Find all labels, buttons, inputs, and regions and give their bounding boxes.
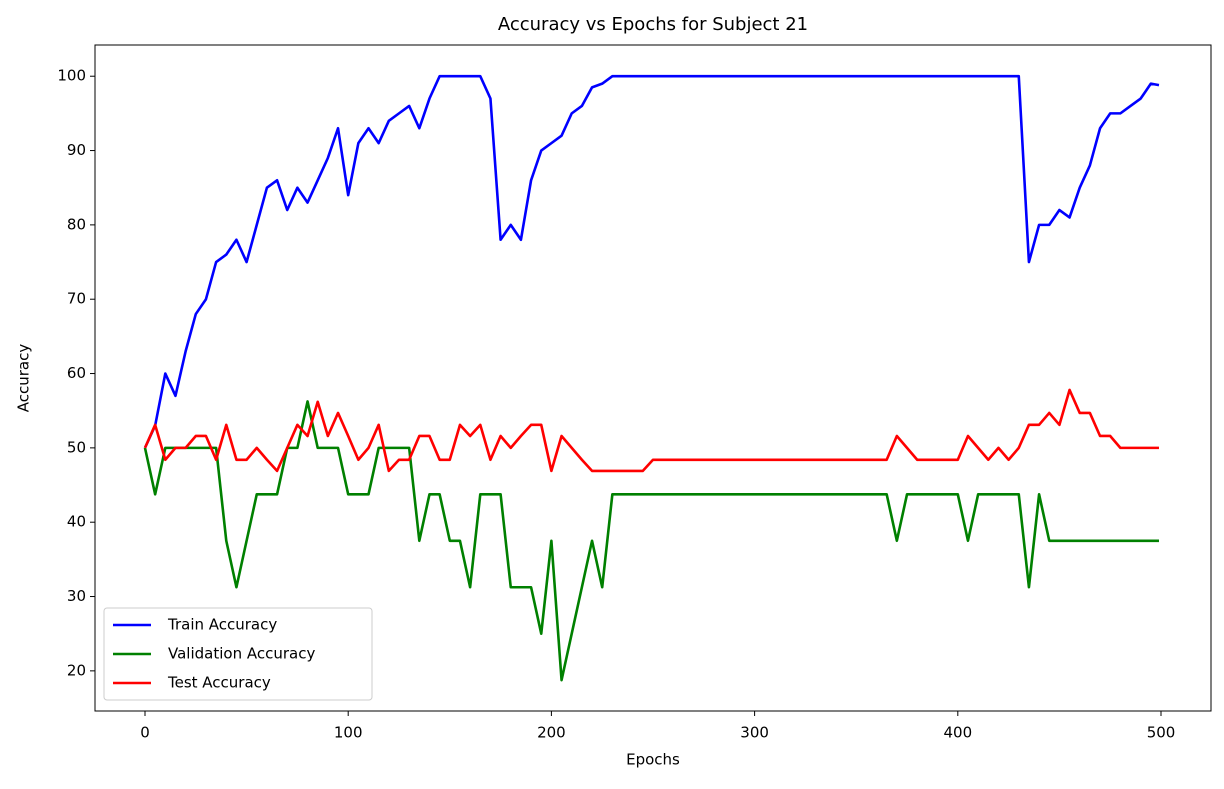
x-tick-label: 200 bbox=[537, 724, 566, 742]
y-tick-label: 60 bbox=[67, 364, 86, 382]
y-tick-label: 80 bbox=[67, 215, 86, 233]
legend-box bbox=[103, 607, 373, 701]
legend-label: Validation Accuracy bbox=[168, 645, 315, 663]
plot-frame bbox=[94, 44, 1212, 712]
series-line bbox=[143, 400, 1159, 682]
legend-label: Train Accuracy bbox=[167, 616, 277, 634]
legend-label: Test Accuracy bbox=[167, 674, 271, 692]
series-line bbox=[143, 388, 1159, 473]
x-tick-label: 0 bbox=[140, 724, 150, 742]
series-line bbox=[143, 74, 1160, 449]
y-axis-label: Accuracy bbox=[15, 344, 33, 413]
chart-title: Accuracy vs Epochs for Subject 21 bbox=[498, 14, 808, 35]
y-tick-label: 30 bbox=[67, 587, 86, 605]
y-tick-label: 20 bbox=[67, 661, 86, 679]
x-tick-label: 300 bbox=[740, 724, 769, 742]
x-tick-label: 100 bbox=[334, 724, 363, 742]
y-tick-label: 50 bbox=[67, 438, 86, 456]
y-tick-label: 70 bbox=[67, 290, 86, 308]
y-tick-label: 90 bbox=[67, 141, 86, 159]
x-tick-label: 400 bbox=[943, 724, 972, 742]
x-tick-label: 500 bbox=[1147, 724, 1176, 742]
y-tick-label: 100 bbox=[57, 67, 86, 85]
y-tick-label: 40 bbox=[67, 513, 86, 531]
x-axis-label: Epochs bbox=[626, 751, 680, 769]
